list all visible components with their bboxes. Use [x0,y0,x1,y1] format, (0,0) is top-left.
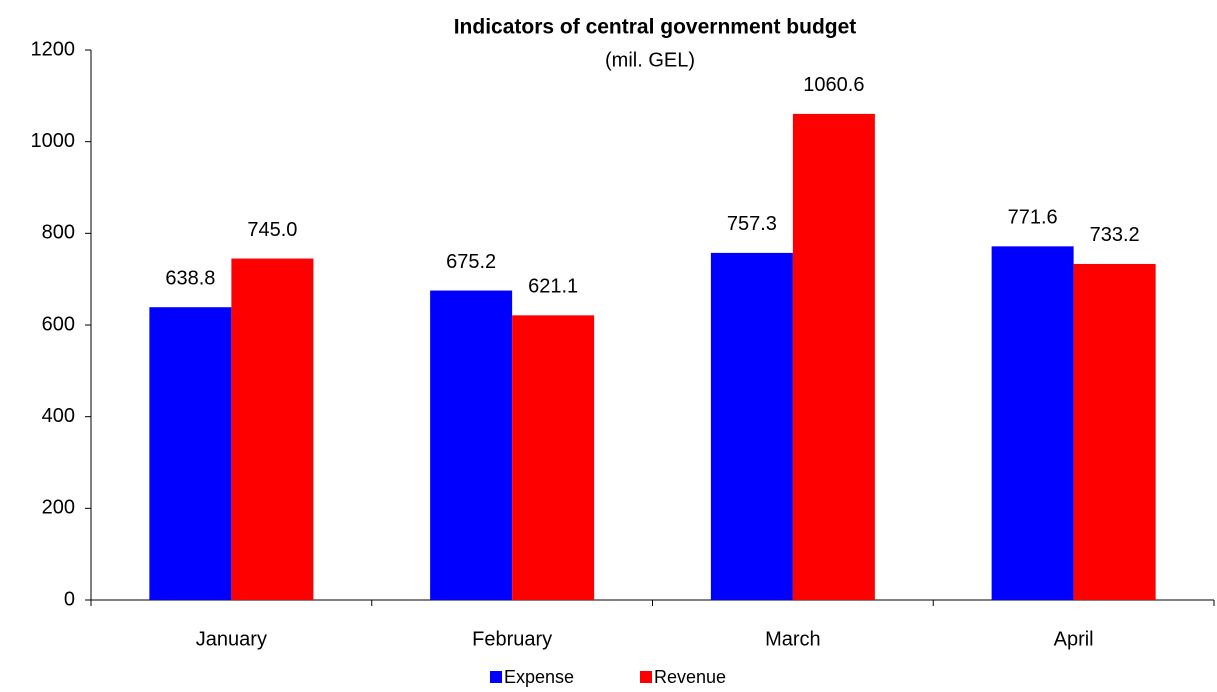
bar [231,258,314,600]
legend-swatch [640,671,652,683]
value-label: 745.0 [247,219,297,241]
y-tick-label: 1200 [31,38,76,60]
value-label: 638.8 [165,267,215,289]
y-tick-label: 0 [64,588,75,610]
x-tick-label: April [1054,628,1094,650]
legend-label: Revenue [654,667,726,687]
bar [430,290,513,600]
bar [710,252,793,600]
x-tick-label: February [472,628,552,650]
bar [1073,263,1156,600]
y-tick-label: 400 [42,405,75,427]
bar [991,246,1074,600]
y-tick-label: 600 [42,313,75,335]
value-label: 771.6 [1008,207,1058,229]
legend-swatch [490,671,502,683]
chart-title: Indicators of central government budget [454,16,857,39]
value-label: 1060.6 [803,74,864,96]
x-tick-label: March [765,628,821,650]
y-tick-label: 200 [42,497,75,519]
bar [792,113,875,601]
legend-label: Expense [504,667,574,687]
y-tick-label: 800 [42,222,75,244]
chart-subtitle: (mil. GEL) [605,49,695,71]
bar [512,315,595,600]
value-label: 621.1 [528,276,578,298]
value-label: 733.2 [1090,224,1140,246]
bar [149,307,232,600]
value-label: 675.2 [446,251,496,273]
y-tick-label: 1000 [31,130,76,152]
value-label: 757.3 [727,213,777,235]
x-tick-label: January [196,628,267,650]
